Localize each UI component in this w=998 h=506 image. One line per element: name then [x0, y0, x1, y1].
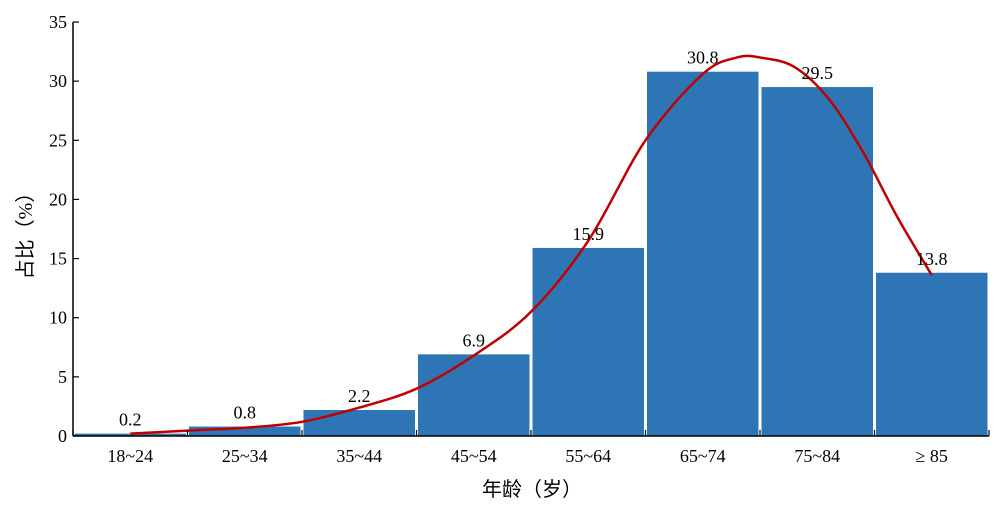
data-label-25~34: 0.8: [234, 403, 257, 423]
y-tick-label-10: 10: [49, 308, 67, 328]
bar-25~34: [189, 426, 301, 436]
y-tick-label-25: 25: [49, 130, 67, 150]
x-tick-label-65~74: 65~74: [680, 446, 726, 466]
y-tick-label-0: 0: [58, 426, 67, 446]
y-tick-label-5: 5: [58, 367, 67, 387]
data-label-55~64: 15.9: [573, 224, 605, 244]
data-label-18~24: 0.2: [119, 410, 142, 430]
x-tick-label-55~64: 55~64: [565, 446, 611, 466]
data-label-45~54: 6.9: [463, 330, 486, 350]
data-label-35~44: 2.2: [348, 386, 371, 406]
y-tick-label-20: 20: [49, 189, 67, 209]
x-tick-label-18~24: 18~24: [107, 446, 153, 466]
x-axis-title: 年龄（岁）: [482, 478, 582, 501]
bars-group: [74, 71, 988, 437]
bar-≥ 85: [876, 272, 988, 436]
x-tick-label-75~84: 75~84: [794, 446, 840, 466]
data-label-≥ 85: 13.8: [916, 249, 948, 269]
axes-group: 0 5 10 15 20 25 30 35 18~24 25~34 35~44 45~54 55~64 6…: [49, 12, 990, 466]
trend-curve-line: [130, 54, 933, 435]
y-tick-label-35: 35: [49, 12, 67, 32]
bar-75~84: [761, 87, 873, 437]
x-tick-label-25~34: 25~34: [222, 446, 268, 466]
x-tick-label-≥ 85: ≥ 85: [916, 446, 948, 466]
y-axis-title: 占比（%）: [14, 183, 37, 280]
data-label-75~84: 29.5: [802, 63, 834, 83]
bar-35~44: [303, 409, 415, 436]
y-tick-label-15: 15: [49, 249, 67, 269]
bar-45~54: [418, 354, 530, 436]
trend-curve-group: [130, 54, 933, 435]
data-labels-group: 0.2 0.8 2.2 6.9 15.9 30.8 29.5 13.8: [119, 48, 948, 430]
data-label-65~74: 30.8: [687, 48, 719, 68]
bar-65~74: [647, 71, 759, 437]
bar-18~24: [74, 433, 186, 436]
x-tick-label-35~44: 35~44: [336, 446, 382, 466]
x-tick-label-45~54: 45~54: [451, 446, 497, 466]
y-tick-label-30: 30: [49, 71, 67, 91]
bar-55~64: [532, 247, 644, 436]
